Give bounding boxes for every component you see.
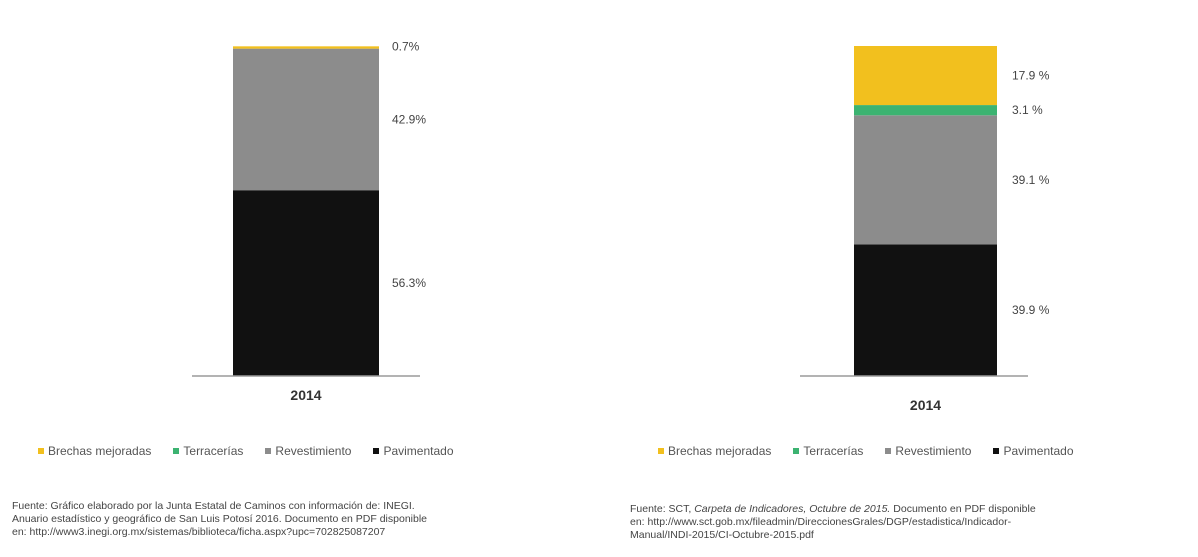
legend-swatch: [658, 448, 664, 454]
data-label-revestimiento: 39.1 %: [1012, 173, 1050, 187]
source-line: Fuente: Gráfico elaborado por la Junta E…: [12, 500, 415, 512]
legend-label: Pavimentado: [383, 444, 454, 458]
data-label-brechas-mejoradas: 17.9 %: [1012, 69, 1050, 83]
legend-left: Brechas mejoradas Terracerías Revestimient…: [38, 444, 476, 458]
bar-segment-revestimiento: [854, 115, 997, 245]
chart-panel-right: 39.9 % 39.1 % 3.1 % 17.9 % 2014 Brechas mejo…: [600, 0, 1198, 557]
legend-swatch: [265, 448, 272, 454]
data-label-brechas-mejoradas: 0.7%: [392, 39, 420, 53]
bar-segment-revestimiento: [233, 48, 379, 191]
legend-swatch: [885, 448, 892, 454]
legend-swatch: [38, 448, 44, 454]
legend-label: Terracerías: [803, 444, 864, 458]
data-label-pavimentado: 56.3%: [392, 276, 426, 290]
legend-label: Brechas mejoradas: [668, 444, 772, 458]
legend-label: Terracerías: [183, 444, 244, 458]
bar-segment-brechas-mejoradas: [854, 46, 997, 106]
x-tick-label: 2014: [910, 397, 941, 413]
legend-item-revestimiento: Revestimiento: [885, 444, 971, 458]
legend-swatch: [993, 448, 1000, 454]
source-note-left: Fuente: Gráfico elaborado por la Junta E…: [12, 500, 427, 539]
bar-segment-terracerias: [854, 105, 997, 116]
legend-item-brechas-mejoradas: Brechas mejoradas: [38, 444, 151, 458]
legend-label: Revestimiento: [275, 444, 352, 458]
bar-segment-pavimentado: [233, 190, 379, 376]
source-line: Anuario estadístico y geográfico de San …: [12, 513, 428, 525]
data-label-terracerias: 3.1 %: [1012, 103, 1043, 117]
data-label-pavimentado: 39.9 %: [1012, 303, 1050, 317]
legend-label: Brechas mejoradas: [48, 444, 152, 458]
stacked-bar-chart-right: 39.9 % 39.1 % 3.1 % 17.9 % 2014: [800, 46, 1050, 413]
bar-segment-pavimentado: [854, 244, 997, 376]
chart-panel-left: 56.3% 42.9% 0.7% 2014 Brechas mejoradas Terr…: [12, 39, 476, 539]
source-line: Fuente: SCT, Carpeta de Indicadores, Oct…: [630, 503, 1036, 515]
source-note-right: Fuente: SCT, Carpeta de Indicadores, Oct…: [630, 503, 1036, 542]
data-label-revestimiento: 42.9%: [392, 112, 426, 126]
source-line: en: http://www.sct.gob.mx/fileadmin/Dire…: [630, 516, 1012, 528]
source-line: Manual/INDI-2015/CI-Octubre-2015.pdf: [630, 529, 814, 541]
x-tick-label: 2014: [290, 387, 321, 403]
legend-right: Brechas mejoradas Terracerías Revestimient…: [658, 444, 1096, 458]
source-line: en: http://www3.inegi.org.mx/sistemas/bi…: [12, 526, 386, 538]
legend-swatch: [373, 448, 380, 454]
legend-item-pavimentado: Pavimentado: [993, 444, 1074, 458]
legend-item-pavimentado: Pavimentado: [373, 444, 454, 458]
legend-item-terracerias: Terracerías: [173, 444, 243, 458]
legend-item-revestimiento: Revestimiento: [265, 444, 351, 458]
stacked-bar-chart-left: 56.3% 42.9% 0.7% 2014: [192, 39, 426, 403]
legend-swatch: [793, 448, 800, 454]
legend-item-terracerias: Terracerías: [793, 444, 863, 458]
legend-label: Revestimiento: [895, 444, 972, 458]
bar-segment-brechas-mejoradas: [233, 46, 379, 49]
legend-item-brechas-mejoradas: Brechas mejoradas: [658, 444, 771, 458]
legend-swatch: [173, 448, 180, 454]
legend-label: Pavimentado: [1003, 444, 1074, 458]
